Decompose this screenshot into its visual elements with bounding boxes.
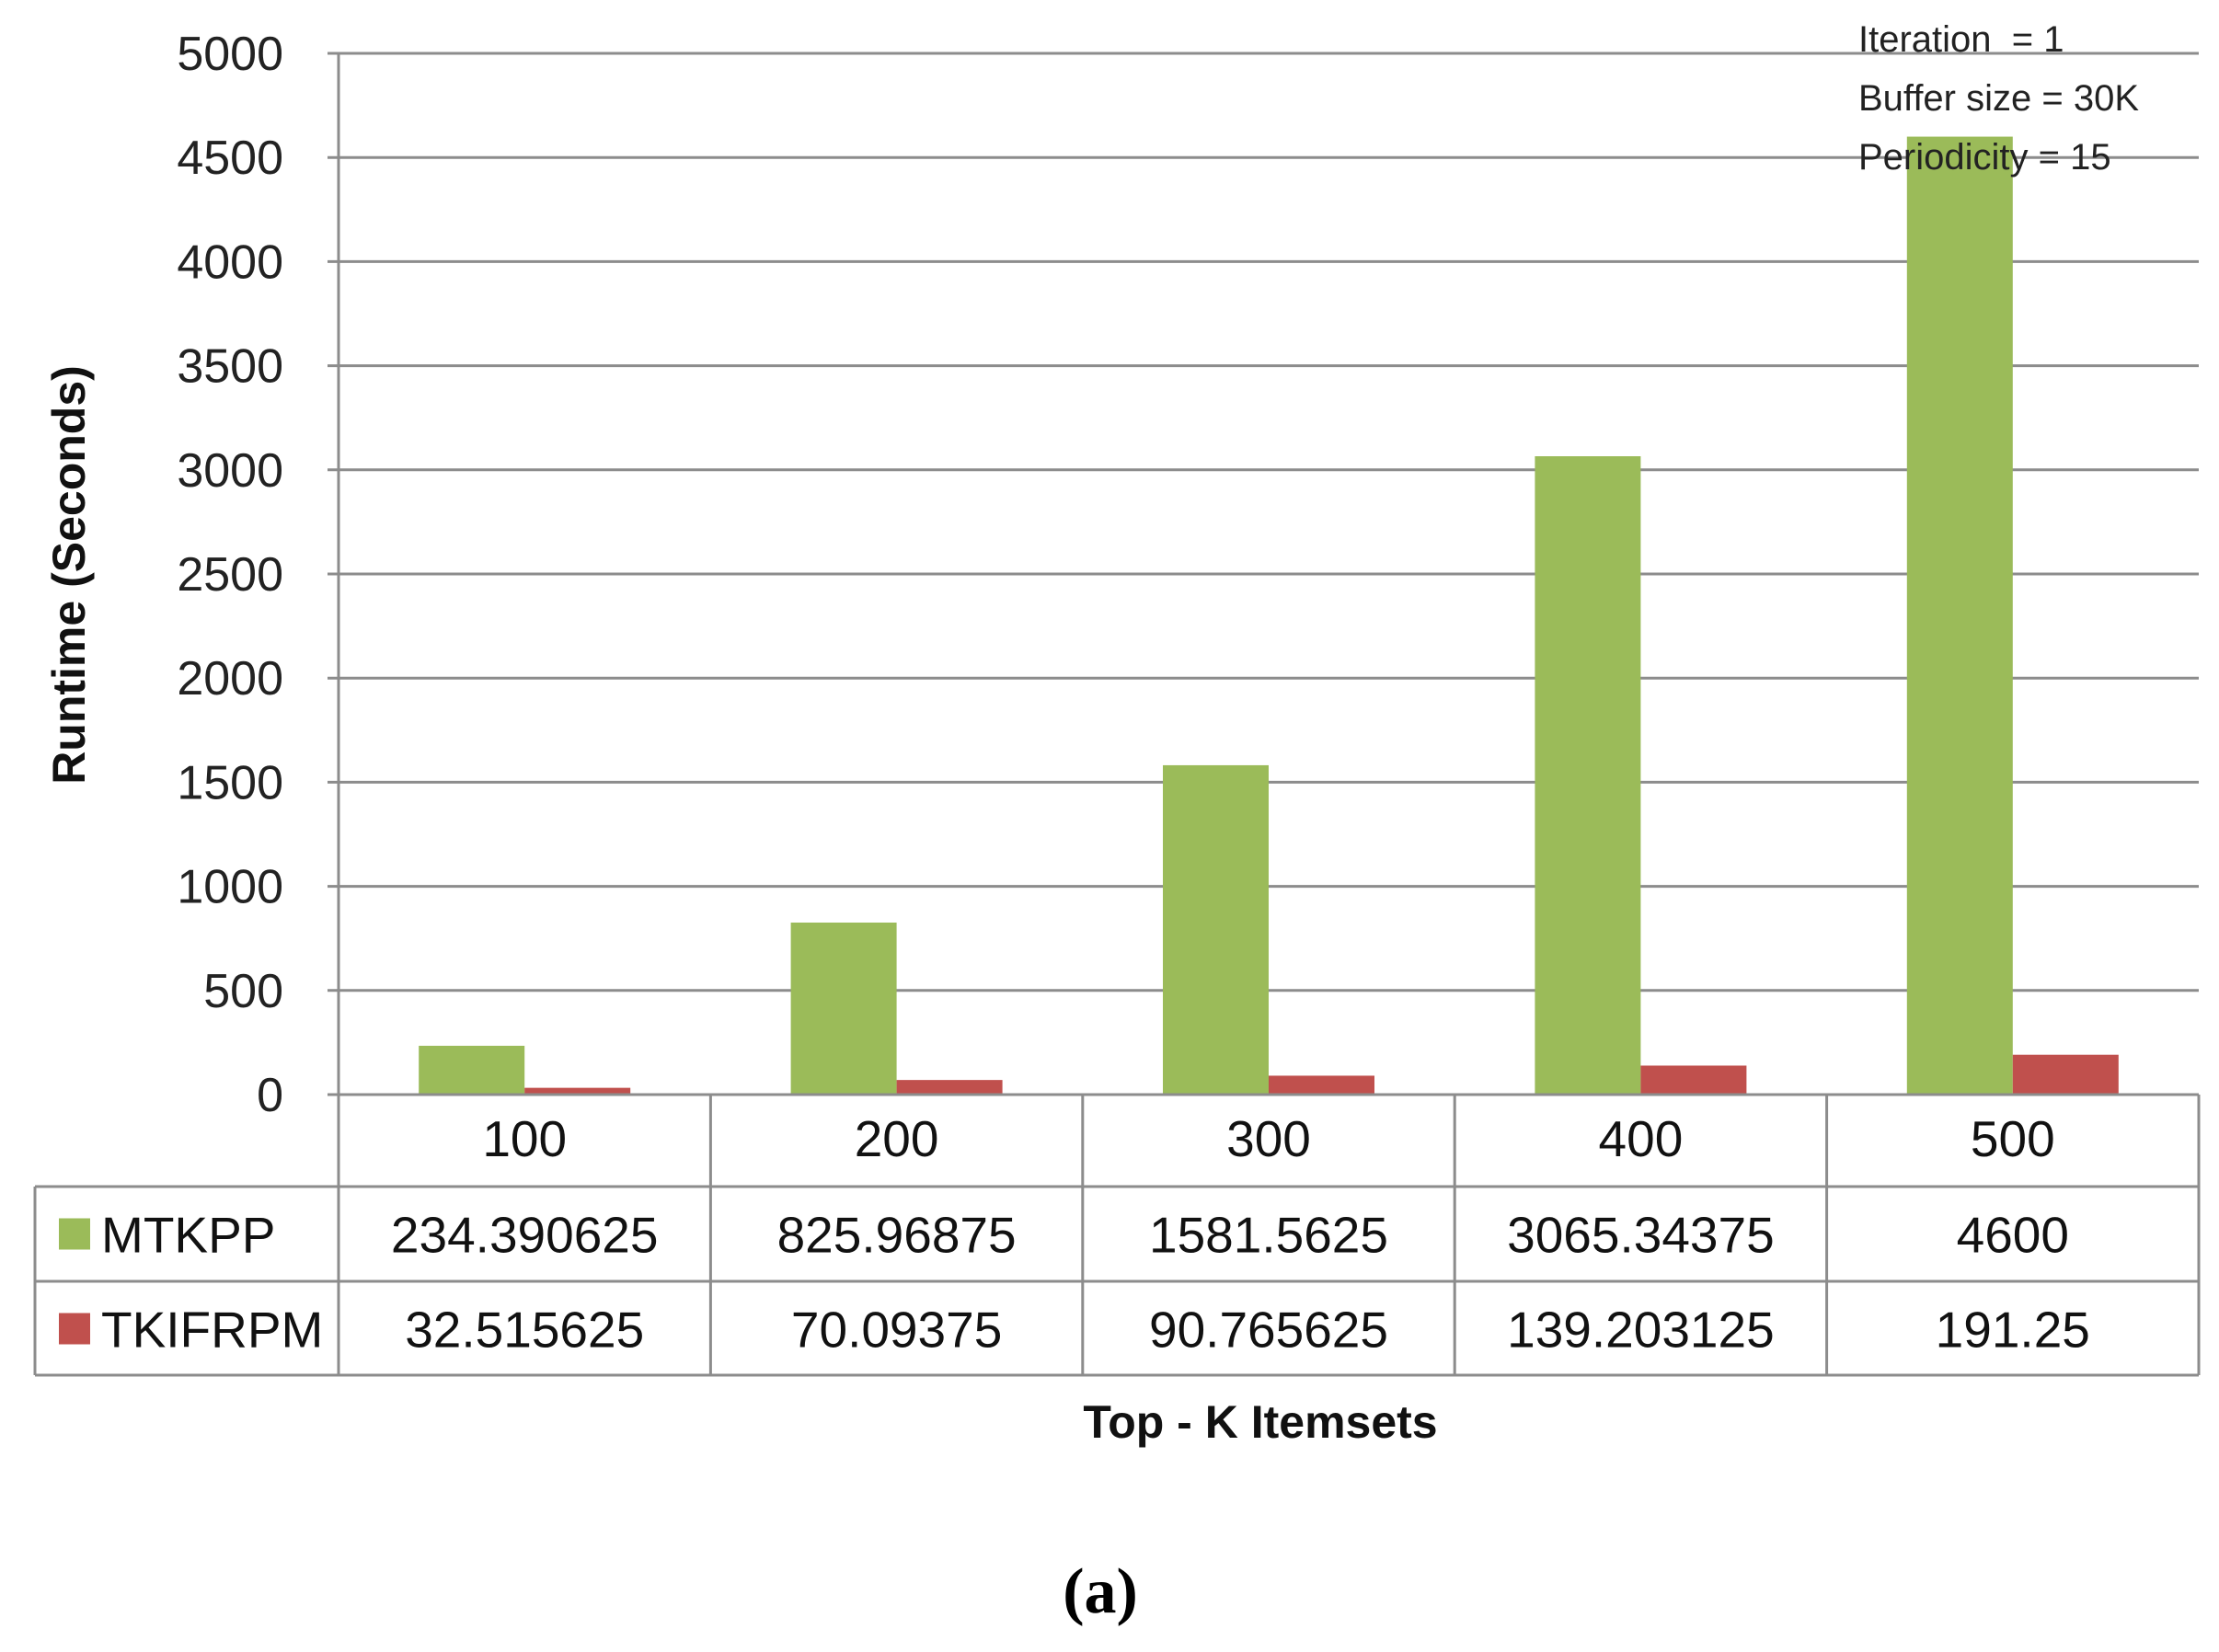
annotations: Iteration = 1 Buffer size = 30K Periodicit…: [1858, 19, 2139, 178]
y-tick-label-3500: 3500: [177, 340, 283, 394]
gridlines: [328, 52, 2199, 1096]
y-tick-label-2000: 2000: [177, 652, 283, 706]
data-table: 100 200 300 400 500 MTKPP 234.390625 825.96875 1…: [33, 1093, 2201, 1377]
bar-mtkpp-300: [1163, 764, 1269, 1095]
legend-label-tkifrpm: TKIFRPM: [101, 1302, 323, 1359]
y-tick-label-4500: 4500: [177, 132, 283, 185]
data-label-mtkpp-400: 3065.34375: [1507, 1207, 1775, 1264]
bar-mtkpp-400: [1535, 456, 1641, 1095]
y-tick-label-5000: 5000: [177, 28, 283, 81]
x-axis-title: Top - K Itemsets: [1083, 1396, 1437, 1448]
y-tick-label-4000: 4000: [177, 235, 283, 289]
y-tick-labels: 0 500 1000 1500 2000 2500 3000 3500 4000 4500 5000: [177, 28, 283, 1122]
x-tick-label-100: 100: [482, 1110, 567, 1167]
annotation-1: Iteration = 1: [1858, 19, 2064, 60]
data-label-mtkpp-300: 1581.5625: [1149, 1207, 1388, 1264]
bar-mtkpp-100: [419, 1045, 525, 1095]
data-label-mtkpp-100: 234.390625: [391, 1207, 659, 1264]
annotation-2: Buffer size = 30K: [1858, 78, 2139, 119]
figure-caption: (a): [1063, 1556, 1138, 1627]
bars: [419, 136, 2119, 1095]
x-tick-label-300: 300: [1226, 1110, 1311, 1167]
bar-mtkpp-200: [790, 923, 897, 1095]
data-label-tkifrpm-400: 139.203125: [1507, 1302, 1775, 1359]
x-tick-label-200: 200: [855, 1110, 939, 1167]
y-tick-label-1500: 1500: [177, 756, 283, 809]
data-label-mtkpp-500: 4600: [1957, 1207, 2069, 1264]
bar-tkifrpm-500: [2012, 1054, 2119, 1095]
data-label-tkifrpm-500: 191.25: [1936, 1302, 2090, 1359]
y-axis-title: Runtime (Seconds): [43, 365, 95, 785]
y-tick-label-0: 0: [257, 1069, 283, 1122]
data-label-tkifrpm-300: 90.765625: [1149, 1302, 1388, 1359]
bar-tkifrpm-400: [1640, 1065, 1747, 1095]
bar-tkifrpm-300: [1269, 1075, 1374, 1095]
y-tick-label-1000: 1000: [177, 861, 283, 914]
data-label-mtkpp-200: 825.96875: [777, 1207, 1017, 1264]
legend-swatch-tkifrpm: [59, 1313, 90, 1345]
y-tick-label-2500: 2500: [177, 548, 283, 602]
bar-tkifrpm-100: [524, 1087, 631, 1095]
legend-label-mtkpp: MTKPP: [101, 1207, 275, 1264]
bar-mtkpp-500: [1906, 136, 2013, 1095]
bar-tkifrpm-200: [896, 1080, 1003, 1095]
x-tick-label-400: 400: [1599, 1110, 1684, 1167]
data-label-tkifrpm-100: 32.515625: [405, 1302, 644, 1359]
y-tick-label-500: 500: [203, 965, 283, 1018]
x-tick-label-500: 500: [1971, 1110, 2055, 1167]
data-label-tkifrpm-200: 70.09375: [791, 1302, 1002, 1359]
y-tick-label-3000: 3000: [177, 444, 283, 498]
annotation-3: Periodicity = 15: [1858, 137, 2111, 178]
legend-swatch-mtkpp: [59, 1218, 90, 1250]
